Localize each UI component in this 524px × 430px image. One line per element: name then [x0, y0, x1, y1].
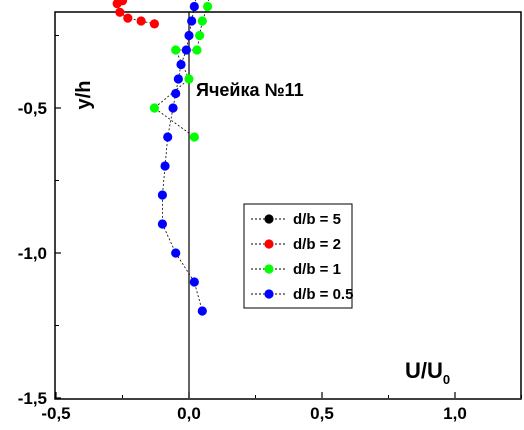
- x-tick-label: 0,5: [310, 404, 334, 423]
- data-point: [176, 59, 186, 70]
- data-point: [203, 1, 213, 12]
- data-point: [181, 45, 191, 55]
- data-point: [160, 161, 170, 171]
- legend-marker: [264, 289, 274, 299]
- data-point: [112, 0, 122, 9]
- data-point: [173, 74, 183, 84]
- legend-label: d/b = 5: [293, 211, 341, 228]
- y-tick-label: -1,5: [18, 389, 47, 408]
- data-point: [149, 19, 160, 29]
- ticks-layer: -0,50,00,51,01,00,50,0-0,5-1,0-1,5: [18, 35, 522, 423]
- data-point: [189, 1, 199, 12]
- data-point: [115, 7, 125, 17]
- series-1: [112, 0, 160, 29]
- data-point: [136, 16, 146, 26]
- data-point: [187, 16, 197, 26]
- legend: d/b = 5 d/b = 2 d/b = 1 d/b = 0.5: [243, 203, 353, 309]
- data-point: [189, 277, 199, 287]
- data-point: [189, 132, 199, 142]
- legend-label: d/b = 1: [293, 261, 341, 278]
- y-tick-label: -0,5: [18, 99, 47, 118]
- data-point: [157, 190, 167, 200]
- x-tick-label: 0,0: [177, 404, 201, 423]
- data-point: [171, 45, 181, 55]
- chart-annotation: Ячейка №11: [196, 80, 304, 100]
- y-tick-label: -1,0: [18, 244, 47, 263]
- x-tick-label: 1,0: [443, 404, 467, 423]
- x-tick-label: -0,5: [41, 404, 70, 423]
- data-point: [197, 306, 207, 316]
- series-3: [157, 0, 207, 316]
- data-point: [171, 88, 181, 99]
- legend-marker: [264, 214, 274, 224]
- data-point: [168, 103, 178, 113]
- data-point: [123, 13, 133, 23]
- series-layer: [112, 0, 213, 316]
- legend-box: [243, 203, 353, 309]
- legend-label: d/b = 0.5: [293, 286, 353, 303]
- legend-label: d/b = 2: [293, 236, 341, 253]
- data-point: [157, 219, 167, 229]
- legend-marker: [264, 264, 274, 274]
- x-axis-label-base: U/U: [405, 358, 443, 383]
- series-2: [149, 0, 213, 142]
- x-axis-label: U/U0: [405, 358, 450, 387]
- data-point: [171, 248, 181, 258]
- data-point: [184, 74, 194, 84]
- data-point: [192, 45, 202, 55]
- data-point: [197, 16, 207, 26]
- data-point: [195, 30, 205, 41]
- legend-marker: [264, 239, 274, 249]
- y-axis-label: y/h: [73, 81, 95, 110]
- data-point: [163, 132, 173, 142]
- data-point: [184, 30, 194, 41]
- x-axis-label-sub: 0: [443, 372, 450, 387]
- data-point: [149, 103, 160, 113]
